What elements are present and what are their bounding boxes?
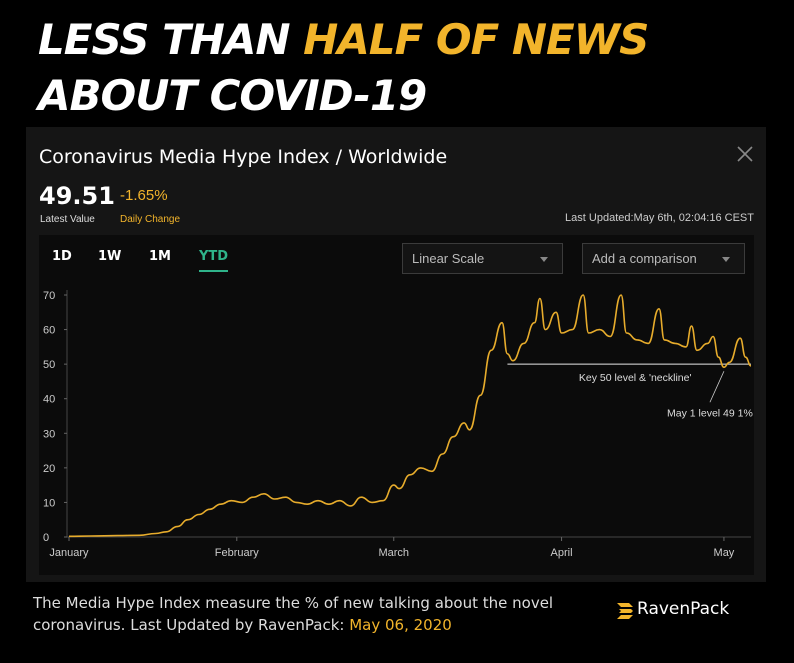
- hype-index-chart: 0 10 20 30 40 50 60 70 January February March April…: [43, 290, 753, 559]
- range-1d-button[interactable]: 1D: [52, 249, 72, 264]
- latest-value-label: Latest Value: [40, 214, 95, 225]
- close-icon[interactable]: [736, 145, 754, 163]
- headline-post: ABOUT COVID-19: [38, 71, 427, 120]
- scale-select-value: Linear Scale: [412, 251, 485, 266]
- hype-index-panel: Coronavirus Media Hype Index / Worldwide…: [26, 127, 766, 582]
- range-1w-button[interactable]: 1W: [98, 249, 122, 264]
- caption-date: May 06, 2020: [349, 616, 452, 634]
- range-ytd-button[interactable]: YTD: [199, 249, 229, 272]
- x-tick-label: April: [551, 547, 573, 559]
- may1-pointer-line: [709, 371, 725, 403]
- comparison-select[interactable]: Add a comparison: [582, 243, 745, 274]
- daily-change-label: Daily Change: [120, 214, 181, 225]
- y-tick-label: 20: [43, 463, 55, 475]
- chart-area: 1D 1W 1M YTD Linear Scale Add a comparis…: [39, 235, 754, 575]
- daily-change: -1.65%: [120, 187, 168, 204]
- latest-value: 49.51: [39, 182, 115, 210]
- x-tick-label: February: [215, 547, 260, 559]
- chevron-down-icon: [540, 257, 548, 262]
- caption-text: The Media Hype Index measure the % of ne…: [33, 594, 554, 634]
- series-line: [68, 294, 752, 538]
- headline: LESS THAN HALF OF NEWS ABOUT COVID-19: [38, 12, 778, 124]
- range-1m-button[interactable]: 1M: [149, 249, 171, 264]
- y-tick-label: 70: [43, 290, 55, 302]
- may1-label: May 1 level 49 1%: [667, 407, 753, 419]
- caption: The Media Hype Index measure the % of ne…: [33, 592, 573, 636]
- y-tick-label: 60: [43, 325, 55, 337]
- logo-text: RavenPack: [637, 599, 730, 619]
- last-updated: Last Updated:May 6th, 02:04:16 CEST: [565, 212, 754, 224]
- ravenpack-logo-icon: [617, 603, 633, 619]
- neckline-label: Key 50 level & 'neckline': [579, 372, 692, 384]
- y-tick-label: 40: [43, 394, 55, 406]
- y-tick-label: 0: [43, 532, 49, 544]
- headline-highlight: HALF OF NEWS: [303, 15, 649, 64]
- y-tick-label: 30: [43, 428, 55, 440]
- x-tick-label: January: [49, 547, 89, 559]
- x-tick-label: March: [378, 547, 409, 559]
- y-tick-label: 10: [43, 497, 55, 509]
- panel-title: Coronavirus Media Hype Index / Worldwide: [39, 146, 448, 168]
- chevron-down-icon: [722, 257, 730, 262]
- scale-select[interactable]: Linear Scale: [402, 243, 563, 274]
- y-tick-label: 50: [43, 359, 55, 371]
- headline-pre: LESS THAN: [38, 15, 304, 64]
- comparison-select-value: Add a comparison: [592, 251, 697, 266]
- x-tick-label: May: [714, 547, 735, 559]
